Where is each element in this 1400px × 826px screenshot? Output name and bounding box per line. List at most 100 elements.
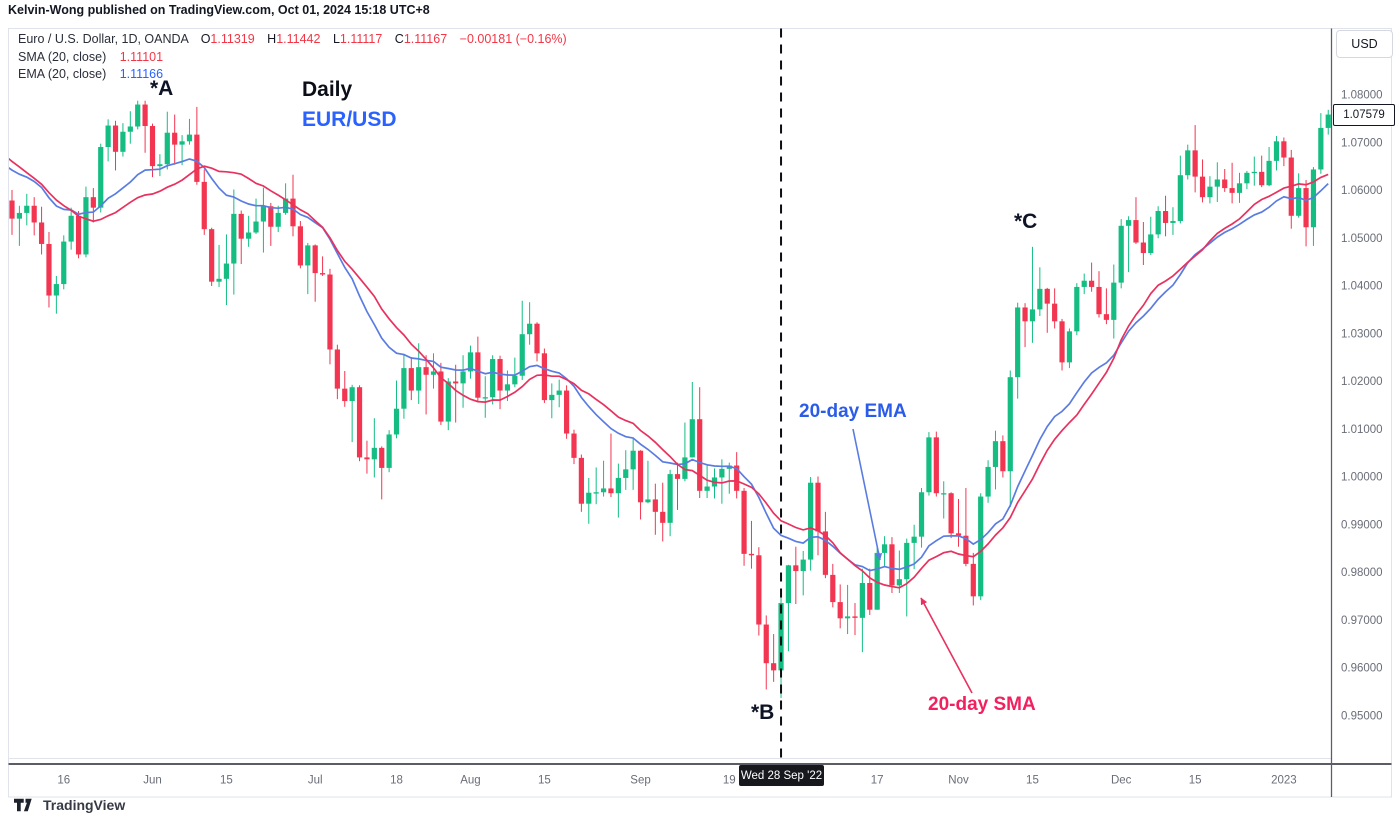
- candle: [933, 431, 939, 497]
- candle: [578, 454, 584, 512]
- time-axis-label: 18: [390, 775, 403, 787]
- candle: [1318, 113, 1324, 174]
- legend-high-label: H: [267, 32, 277, 46]
- legend-open-label: O: [200, 32, 211, 46]
- candle: [822, 511, 829, 579]
- annotation-sma-callout-label: 20-day SMA: [928, 694, 1036, 715]
- candle: [209, 227, 215, 286]
- candle: [1236, 172, 1243, 203]
- candle: [748, 520, 755, 569]
- price-axis[interactable]: 1.08000 1.07000 1.06000 1.05000 1.04000 1.030…: [1341, 90, 1383, 723]
- candle: [1148, 216, 1154, 255]
- candle: [571, 429, 577, 465]
- candle: [1185, 144, 1191, 180]
- candle: [305, 243, 311, 295]
- candle: [563, 385, 570, 439]
- price-axis-label: 0.96000: [1341, 663, 1383, 675]
- candles-series: [9, 100, 1331, 699]
- chart-frame: [8, 28, 1392, 798]
- legend-sma-value: 1.11101: [119, 50, 164, 64]
- candle: [1162, 195, 1169, 237]
- candle: [881, 536, 888, 567]
- candle: [926, 432, 932, 496]
- candle: [763, 615, 769, 690]
- candle: [1015, 302, 1021, 399]
- candle: [1111, 264, 1117, 339]
- candle: [423, 355, 429, 415]
- candle: [1029, 246, 1036, 343]
- currency-toggle-button[interactable]: USD: [1336, 30, 1393, 58]
- candle: [697, 387, 703, 498]
- candle: [1303, 179, 1309, 247]
- candle: [1207, 176, 1213, 204]
- legend-low-value: 1.11117: [339, 32, 383, 46]
- candle: [1125, 216, 1132, 273]
- candle: [830, 563, 836, 608]
- ema-20-line: [9, 158, 1329, 572]
- candle: [364, 440, 370, 474]
- candle: [497, 355, 503, 410]
- legend-low-label: L: [332, 32, 340, 46]
- candle: [453, 364, 459, 423]
- candle: [98, 143, 104, 213]
- candle: [172, 114, 178, 165]
- candle: [600, 460, 607, 497]
- candle: [260, 187, 267, 253]
- tradingview-logo-icon: [14, 798, 32, 812]
- time-axis-label: 15: [1189, 775, 1202, 787]
- candle: [911, 524, 917, 570]
- candle: [556, 379, 562, 408]
- price-axis-label: 1.03000: [1341, 328, 1383, 340]
- legend-symbol-title: Euro / U.S. Dollar, 1D, OANDA: [18, 32, 189, 46]
- candle: [970, 552, 976, 606]
- candle: [1074, 283, 1080, 336]
- candle: [1155, 206, 1161, 239]
- candle: [756, 547, 762, 636]
- candle: [194, 106, 200, 185]
- legend-ema-row: EMA (20, close) 1.11166: [18, 67, 163, 81]
- candle: [1288, 149, 1294, 229]
- candle: [682, 422, 688, 482]
- candle: [534, 322, 540, 362]
- sma-20-line: [9, 157, 1329, 589]
- candle: [90, 188, 96, 223]
- annotation-point-c: *C: [1014, 210, 1038, 233]
- candle: [1222, 168, 1228, 192]
- candle: [992, 430, 999, 490]
- tradingview-logo[interactable]: TradingView: [14, 797, 125, 813]
- candle: [1266, 147, 1272, 187]
- time-axis-label: Sep: [630, 775, 650, 787]
- candle: [1199, 159, 1206, 203]
- legend-open-value: 1.11319: [210, 32, 255, 46]
- price-axis-label: 0.98000: [1341, 567, 1383, 579]
- price-axis-label: 1.00000: [1341, 472, 1383, 484]
- candle: [135, 100, 141, 130]
- candle: [652, 483, 658, 535]
- time-axis-label: Aug: [460, 775, 480, 787]
- candle: [112, 120, 119, 171]
- candle: [593, 467, 599, 505]
- time-axis-label: Jun: [143, 775, 162, 787]
- candle: [808, 476, 814, 571]
- candle: [549, 383, 555, 419]
- candle: [386, 430, 392, 473]
- candle: [445, 378, 451, 431]
- candle: [297, 221, 303, 269]
- candle: [689, 381, 695, 458]
- time-axis-label: 16: [57, 775, 70, 787]
- candle: [238, 210, 244, 265]
- candle: [519, 300, 525, 381]
- price-axis-label: 0.97000: [1341, 615, 1383, 627]
- candle: [157, 154, 163, 177]
- candle: [985, 460, 991, 503]
- candle: [1281, 137, 1287, 167]
- time-axis[interactable]: 16 Jun 15 Jul 18 Aug 15 Sep 19 17 Nov 15 Dec 15 2023: [57, 775, 1296, 787]
- candle: [1059, 318, 1065, 371]
- candle: [356, 385, 363, 462]
- legend-change-value: −0.00181 (−0.16%): [459, 32, 567, 46]
- candle: [630, 438, 636, 490]
- candle: [490, 355, 496, 405]
- candle: [179, 135, 185, 166]
